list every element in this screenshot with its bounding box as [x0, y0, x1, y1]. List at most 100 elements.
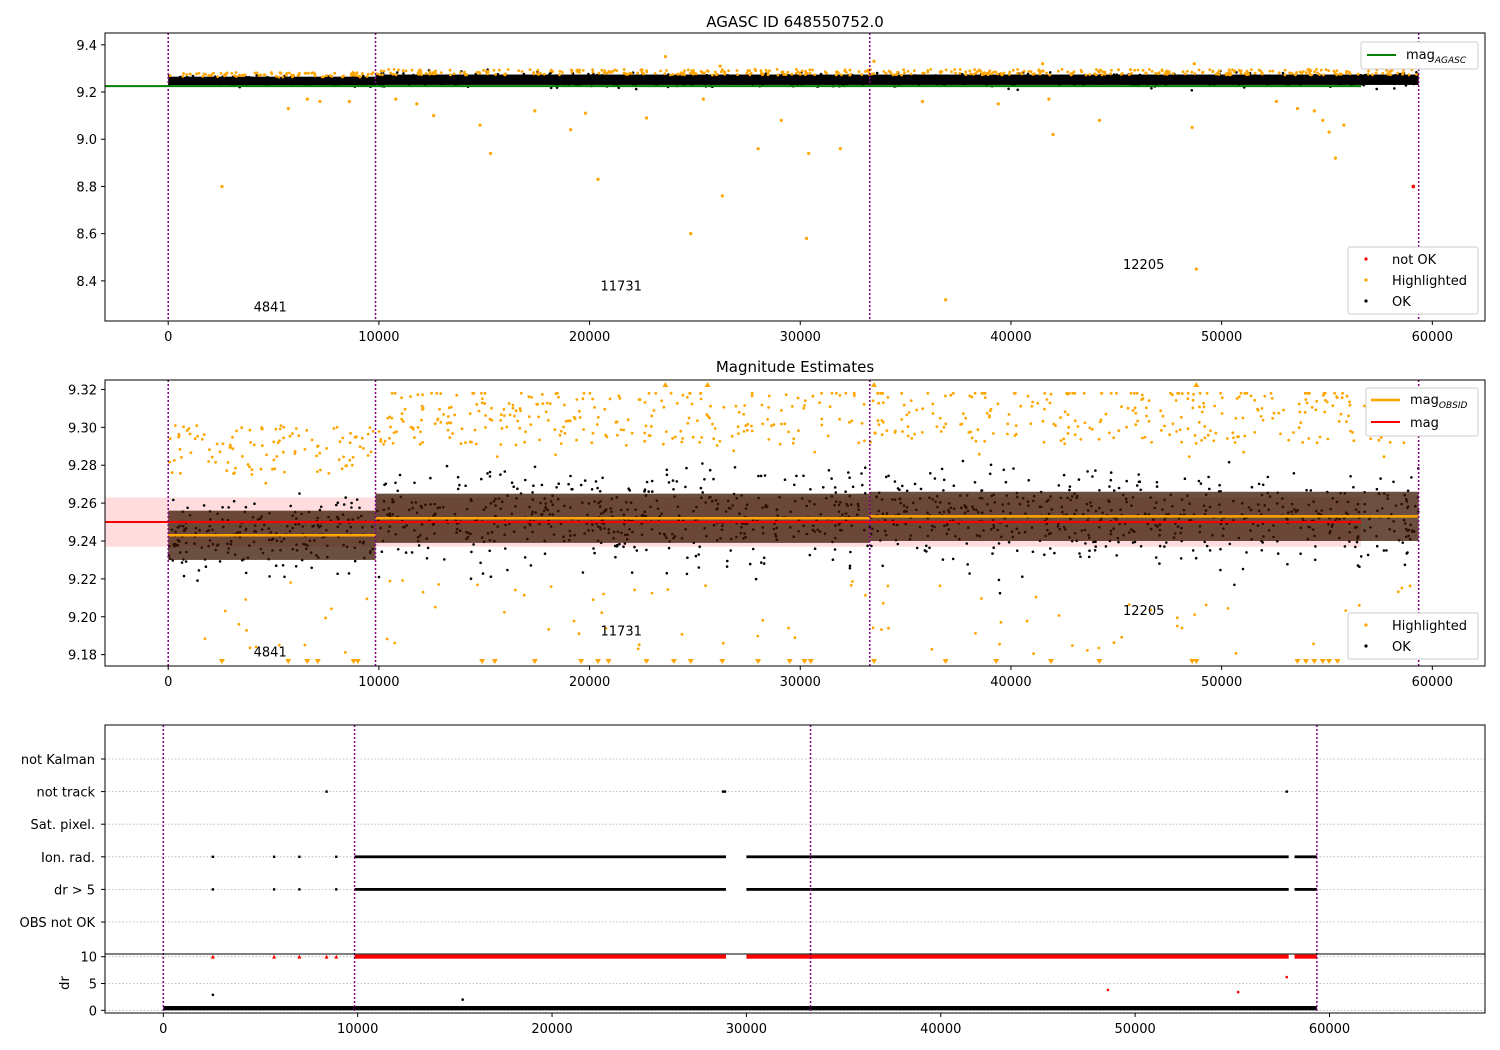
p1-highlighted-point — [811, 68, 814, 72]
p1-ok-point — [885, 81, 888, 84]
p2-highlighted-point — [900, 418, 904, 421]
p3-dr-ytick-label: 0 — [89, 1004, 97, 1019]
p2-highlighted-point — [1377, 438, 1381, 442]
p2-highlighted-point — [802, 406, 806, 410]
p2-highlighted-point — [1304, 398, 1308, 401]
p1-ok-point — [932, 77, 935, 80]
p2-highlighted-point — [327, 472, 331, 475]
p3-xtick-label: 30000 — [726, 1022, 767, 1037]
p2-ok-point — [1207, 475, 1210, 479]
p1-ok-point — [1026, 72, 1030, 76]
p2-legend-top[interactable]: magOBSID mag — [1365, 387, 1479, 437]
p2-highlighted-point — [1233, 441, 1237, 444]
p2-highlighted-point — [1019, 404, 1023, 408]
p2-ok-point — [630, 571, 634, 574]
p2-highlighted-point — [524, 430, 527, 434]
p1-ok-point — [1016, 88, 1019, 92]
p2-highlighted-point — [1305, 401, 1309, 405]
p2-highlighted-point — [1226, 437, 1229, 440]
p1-highlighted-point — [691, 72, 695, 76]
p1-ok-point — [800, 80, 804, 84]
p1-highlighted-point — [168, 74, 172, 78]
p2-ok-point — [929, 472, 932, 475]
p2-highlighted-point — [1197, 420, 1201, 424]
p1-highlighted-point — [1129, 68, 1133, 72]
p2-highlighted-point — [228, 446, 232, 449]
p2-highlighted-point — [476, 583, 479, 587]
p2-ok-point — [590, 488, 594, 491]
p1-not-ok-point — [1411, 184, 1416, 189]
p1-highlighted-point — [968, 69, 972, 73]
p2-highlighted-point — [503, 610, 506, 614]
p2-highlighted-point — [554, 453, 557, 457]
p2-highlighted-point — [1191, 398, 1195, 402]
p1-highlighted-point — [1008, 70, 1012, 74]
p1-ok-point — [1368, 81, 1372, 85]
p1-ok-point — [512, 77, 516, 81]
p2-xtick-label: 0 — [164, 675, 172, 690]
p1-ok-point — [1122, 79, 1125, 82]
p2-highlighted-point — [1299, 421, 1303, 425]
p1-ok-point — [1066, 74, 1069, 78]
p2-ok-point — [512, 485, 515, 489]
p2-highlighted-point — [1180, 440, 1184, 444]
p1-highlighted-point — [1277, 71, 1281, 75]
p1-ok-point — [704, 81, 708, 84]
p2-ok-point — [998, 591, 1002, 595]
p2-highlighted-point — [537, 415, 540, 419]
p2-ok-point — [1299, 552, 1302, 555]
p2-highlighted-point — [830, 391, 834, 395]
p2-highlighted-point — [1120, 635, 1124, 639]
p1-ok-point — [672, 76, 675, 79]
p1-ok-point — [764, 76, 767, 79]
p2-highlighted-point — [1249, 394, 1253, 398]
p2-ok-point — [488, 549, 492, 553]
p2-highlighted-point — [967, 431, 971, 434]
p1-ok-point — [1186, 77, 1190, 81]
p2-highlighted-point — [538, 438, 541, 442]
p2-highlighted-point — [1159, 409, 1162, 413]
p1-ok-point — [696, 79, 699, 83]
p2-highlighted-point — [1161, 414, 1165, 418]
p2-highlighted-point — [1204, 603, 1208, 607]
p1-highlighted-point — [478, 71, 482, 75]
p2-highlighted-point — [499, 419, 502, 422]
p2-highlighted-point — [1200, 439, 1203, 442]
p2-highlighted-point — [581, 397, 585, 401]
p1-ok-point — [662, 78, 666, 81]
p2-highlighted-point — [603, 407, 607, 411]
p1-legend-top[interactable]: magAGASC — [1360, 41, 1479, 70]
p1-highlighted-point — [1045, 71, 1048, 75]
p2-ok-point — [503, 470, 507, 473]
p2-ok-point — [596, 486, 599, 490]
p2-ok-point — [1205, 544, 1209, 548]
p1-xtick-label: 50000 — [1201, 330, 1242, 345]
p1-ok-point — [1152, 79, 1155, 83]
p3-axes-frame — [104, 724, 1486, 1014]
p2-ok-point — [651, 490, 654, 493]
p2-highlighted-point — [1062, 437, 1066, 441]
p2-ok-point — [762, 556, 766, 560]
p1-ok-point — [959, 76, 963, 80]
p1-ok-point — [823, 79, 827, 82]
p2-highlighted-point — [379, 440, 383, 443]
p2-highlighted-point — [893, 429, 897, 433]
p2-clipped-low-marker — [1189, 659, 1196, 664]
p1-highlighted-point — [1233, 70, 1236, 74]
p1-ok-point — [741, 77, 744, 81]
p2-highlighted-point — [1193, 434, 1197, 437]
p2-highlighted-point — [366, 432, 370, 436]
p2-highlighted-point — [615, 420, 619, 424]
p2-highlighted-point — [944, 422, 948, 426]
p1-highlighted-point — [1217, 73, 1221, 76]
p2-legend-bottom[interactable]: Highlighted OK — [1347, 612, 1479, 660]
p2-highlighted-point — [876, 391, 880, 395]
p1-highlighted-point — [1095, 68, 1098, 71]
p3-flag-point — [211, 855, 215, 858]
p1-legend-bottom[interactable]: not OK Highlighted OK — [1347, 246, 1479, 315]
p1-ok-point — [548, 72, 551, 76]
p1-highlighted-point — [982, 71, 986, 74]
p2-ok-point — [671, 479, 675, 482]
p1-ok-point — [1295, 76, 1299, 79]
p1-ok-point — [590, 74, 593, 77]
